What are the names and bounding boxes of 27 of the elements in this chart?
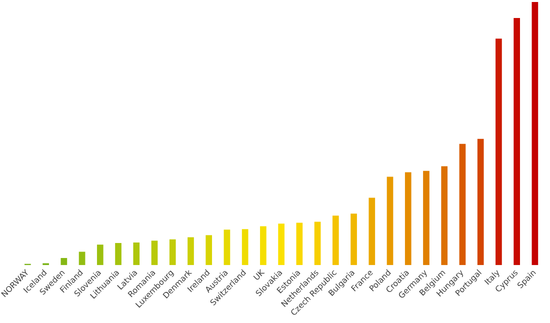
bar	[224, 230, 230, 266]
bar	[206, 235, 212, 266]
bar	[188, 237, 194, 266]
bar	[115, 243, 122, 266]
bar	[404, 172, 412, 266]
bar	[60, 258, 68, 266]
bar	[151, 240, 158, 266]
bar	[532, 2, 538, 266]
bar	[459, 144, 466, 266]
bar	[278, 224, 284, 266]
bar	[350, 214, 357, 266]
bar	[78, 252, 86, 266]
bar	[386, 176, 394, 266]
bar	[477, 138, 484, 266]
bar	[296, 222, 303, 266]
bar	[368, 198, 376, 266]
bar	[514, 18, 520, 266]
bar	[332, 216, 339, 266]
bar	[133, 242, 140, 266]
bar	[314, 222, 321, 266]
bar	[242, 229, 248, 266]
bar	[260, 226, 266, 266]
bar	[441, 166, 448, 266]
bar	[423, 170, 430, 266]
bar	[169, 239, 176, 266]
bar	[496, 38, 502, 266]
bar	[96, 244, 104, 266]
